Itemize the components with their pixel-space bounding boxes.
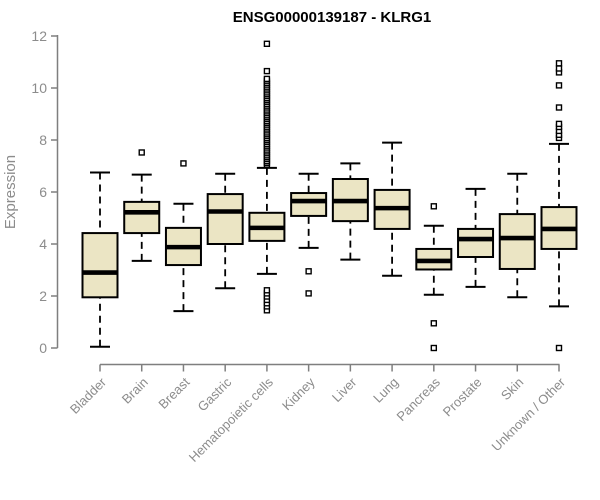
box-hematopoietic-cells	[248, 40, 286, 314]
y-tick-label: 4	[39, 236, 47, 252]
x-tick-label: Liver	[329, 374, 360, 405]
y-tick-label: 10	[31, 80, 47, 96]
iqr-box	[206, 193, 244, 245]
iqr-box	[498, 213, 536, 270]
x-tick-label: Pancreas	[393, 374, 443, 424]
y-tick-label: 8	[39, 132, 47, 148]
box-unknown-other	[540, 60, 578, 352]
x-tick-label: Lung	[370, 375, 401, 406]
chart-title: ENSG00000139187 - KLRG1	[233, 9, 431, 26]
box-gastric	[206, 172, 244, 290]
y-tick-label: 6	[39, 184, 47, 200]
x-tick-label: Skin	[498, 375, 526, 403]
whisker-cap	[340, 162, 361, 261]
outlier-point	[555, 344, 563, 352]
outlier-point	[305, 268, 312, 275]
y-tick-label: 2	[39, 288, 47, 304]
whisker-cap	[465, 187, 486, 288]
box-series	[81, 40, 578, 352]
x-tick-label: Prostate	[440, 375, 485, 420]
outlier-point	[138, 149, 145, 156]
box-pancreas	[415, 203, 453, 352]
x-tick-label: Kidney	[279, 374, 318, 413]
whisker-cap	[131, 173, 152, 262]
x-tick-label: Unknown / Other	[489, 374, 569, 454]
box-prostate	[457, 187, 495, 288]
whisker-cap	[173, 202, 194, 313]
whisker-cap	[298, 172, 319, 249]
iqr-box	[290, 192, 328, 217]
iqr-box	[457, 227, 495, 258]
whisker-cap	[215, 172, 236, 290]
box-skin	[498, 172, 536, 299]
box-kidney	[290, 172, 328, 297]
whisker-cap	[90, 171, 110, 348]
outlier-point	[263, 287, 271, 294]
outlier-point	[555, 120, 563, 128]
whisker-cap	[382, 141, 403, 277]
x-tick-label: Gastric	[195, 374, 235, 414]
y-tick-label: 12	[31, 28, 47, 44]
whisker-cap	[507, 172, 528, 299]
whisker-cap	[549, 142, 569, 308]
outlier-point	[555, 104, 563, 111]
whisker-cap	[423, 224, 444, 296]
x-tick-label: Brain	[119, 375, 151, 407]
iqr-box	[81, 232, 119, 299]
x-tick-label: Breast	[155, 374, 192, 411]
outlier-point	[263, 40, 271, 47]
outlier-point	[430, 320, 438, 327]
outlier-point	[555, 60, 563, 67]
box-bladder	[81, 171, 119, 348]
outlier-point	[555, 65, 563, 72]
box-liver	[331, 162, 369, 261]
outlier-point	[430, 203, 438, 210]
outlier-point	[430, 344, 438, 352]
box-brain	[123, 149, 161, 262]
iqr-box	[123, 200, 161, 235]
x-tick-label: Bladder	[67, 374, 110, 417]
outlier-point	[305, 290, 312, 297]
box-breast	[164, 160, 202, 313]
y-axis-label: Expression	[2, 155, 19, 229]
outlier-point	[180, 160, 187, 167]
outlier-point	[263, 67, 271, 75]
y-tick-label: 0	[39, 340, 47, 356]
outlier-point	[555, 82, 563, 89]
box-lung	[373, 141, 411, 277]
outlier-point	[263, 75, 271, 83]
